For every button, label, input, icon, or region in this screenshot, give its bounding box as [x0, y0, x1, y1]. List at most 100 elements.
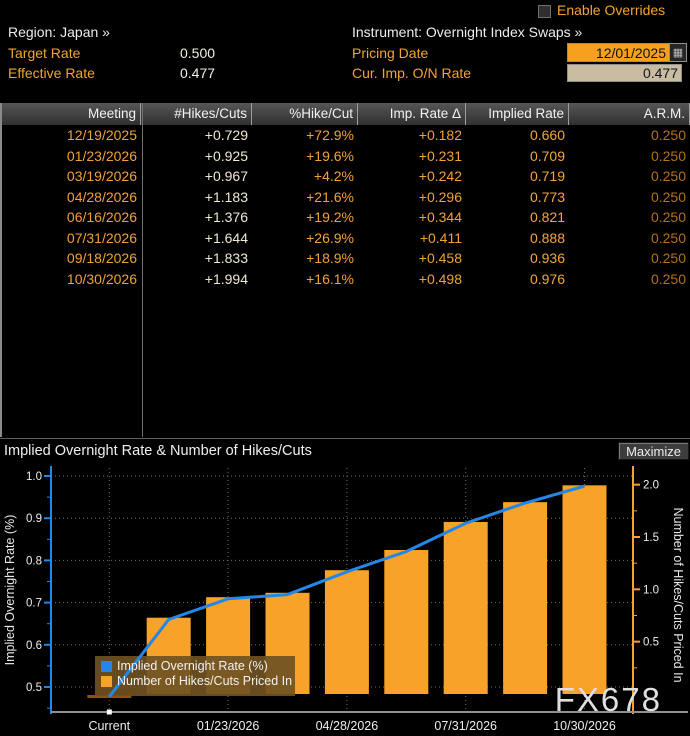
x-axis-label: 07/31/2026 — [434, 719, 497, 733]
table-cell: +1.994 — [204, 270, 248, 287]
left-tick-label: 1.0 — [26, 471, 42, 483]
table-cell: +1.183 — [204, 188, 248, 205]
left-tick-label: 0.6 — [26, 640, 42, 652]
table-cell: 0.976 — [529, 270, 565, 287]
meetings-table: Meeting #Hikes/Cuts %Hike/Cut Imp. Rate Δ Im… — [0, 103, 690, 437]
bar — [384, 549, 429, 694]
table-cell: 10/30/2026 — [66, 270, 137, 287]
table-cell: 0.719 — [529, 168, 565, 184]
implied-rate-line — [108, 484, 585, 698]
table-cell: +19.6% — [306, 147, 354, 164]
chart-titlebar: Implied Overnight Rate & Number of Hikes… — [0, 438, 690, 462]
table-cell: 0.709 — [529, 147, 565, 164]
table-cell: +0.296 — [418, 188, 462, 205]
left-axis-title: Implied Overnight Rate (%) — [3, 515, 17, 666]
current-axis-marker — [106, 709, 112, 715]
left-tick-label: 0.5 — [26, 682, 42, 694]
table-cell: +1.644 — [204, 229, 248, 246]
table-header-cell: Meeting — [2, 103, 141, 125]
table-cell: +18.9% — [306, 250, 354, 266]
table-cell: 0.936 — [529, 250, 565, 266]
table-cell: 0.250 — [650, 229, 686, 246]
table-cell: 0.773 — [529, 188, 565, 205]
table-cell: +0.344 — [418, 209, 462, 225]
table-cell: +0.411 — [419, 229, 462, 246]
table-cell: 07/31/2026 — [66, 229, 137, 246]
table-header-cell: #Hikes/Cuts — [141, 103, 252, 125]
table-cell: 0.250 — [650, 168, 686, 184]
pricing-date-field-group: ▦ — [567, 43, 687, 62]
calendar-icon: ▦ — [672, 46, 684, 59]
target-rate-label: Target Rate — [8, 45, 81, 61]
right-tick-label: 1.0 — [643, 584, 659, 596]
x-axis-label: 04/28/2026 — [316, 719, 379, 733]
left-tick-label: 0.9 — [26, 513, 42, 525]
table-cell: 0.660 — [529, 127, 565, 143]
enable-overrides-checkbox[interactable] — [538, 5, 551, 18]
chart-canvas: Implied Overnight Rate (%) Number of Hike… — [3, 466, 688, 733]
calendar-button[interactable]: ▦ — [669, 44, 686, 61]
table-cell: +0.458 — [418, 250, 462, 266]
table-cell: 0.250 — [650, 147, 686, 164]
maximize-button[interactable]: Maximize — [618, 442, 689, 460]
legend-swatch — [101, 661, 112, 672]
bar — [503, 502, 548, 694]
table-cell: 0.250 — [650, 250, 686, 266]
instrument-link[interactable]: Instrument: Overnight Index Swaps » — [352, 24, 583, 40]
table-cell: +0.967 — [204, 168, 248, 184]
pricing-date-input[interactable] — [568, 44, 669, 61]
legend-box — [95, 656, 295, 696]
table-cell: +72.9% — [306, 127, 354, 143]
table-cell: 01/23/2026 — [66, 147, 137, 164]
table-header-cell: A.R.M. — [569, 103, 690, 125]
table-row[interactable]: 07/31/2026 +1.644 +26.9% +0.411 0.888 0.250 — [2, 228, 690, 249]
table-cell: 0.888 — [529, 229, 565, 246]
table-row[interactable]: 06/16/2026 +1.376 +19.2% +0.344 0.821 0.250 — [2, 207, 690, 228]
table-header-cell: Imp. Rate Δ — [358, 103, 466, 125]
enable-overrides-label: Enable Overrides — [557, 2, 666, 18]
table-row[interactable]: 03/19/2026 +0.967 +4.2% +0.242 0.719 0.250 — [2, 166, 690, 187]
table-body: 12/19/2025 +0.729 +72.9% +0.182 0.660 0.250 01… — [2, 125, 690, 289]
right-tick-label: 2.0 — [643, 480, 659, 492]
table-cell: 03/19/2026 — [66, 168, 137, 184]
table-cell: 09/18/2026 — [66, 250, 137, 266]
watermark: FX678 — [555, 681, 662, 718]
table-cell: 0.821 — [529, 209, 565, 225]
table-cell: 0.250 — [650, 188, 686, 205]
region-link[interactable]: Region: Japan » — [8, 24, 110, 40]
table-cell: 04/28/2026 — [66, 188, 137, 205]
table-row[interactable]: 12/19/2025 +0.729 +72.9% +0.182 0.660 0.250 — [2, 125, 690, 146]
table-row[interactable]: 09/18/2026 +1.833 +18.9% +0.458 0.936 0.250 — [2, 248, 690, 269]
target-rate-value: 0.500 — [180, 45, 216, 61]
x-axis-label: Current — [88, 719, 130, 733]
table-cell: 0.250 — [650, 127, 686, 143]
table-cell: +19.2% — [306, 209, 354, 225]
right-axis-title: Number of Hikes/Cuts Priced In — [671, 507, 685, 682]
legend-label: Implied Overnight Rate (%) — [117, 659, 268, 673]
table-cell: +26.9% — [306, 229, 354, 246]
left-tick-label: 0.8 — [26, 555, 42, 567]
table-cell: 12/19/2025 — [66, 127, 137, 143]
table-cell: +4.2% — [313, 168, 354, 184]
table-row[interactable]: 04/28/2026 +1.183 +21.6% +0.296 0.773 0.250 — [2, 187, 690, 208]
effective-rate-label: Effective Rate — [8, 65, 95, 81]
table-header-cell: %Hike/Cut — [252, 103, 358, 125]
table-cell: +0.182 — [418, 127, 462, 143]
right-tick-label: 1.5 — [643, 532, 659, 544]
meeting-column-separator — [142, 103, 143, 437]
table-cell: +21.6% — [306, 188, 354, 205]
table-row[interactable]: 10/30/2026 +1.994 +16.1% +0.498 0.976 0.250 — [2, 269, 690, 290]
table-cell: +0.231 — [418, 147, 462, 164]
table-cell: 06/16/2026 — [66, 209, 137, 225]
table-cell: +0.242 — [418, 168, 462, 184]
chart-title: Implied Overnight Rate & Number of Hikes… — [4, 443, 312, 459]
table-row[interactable]: 01/23/2026 +0.925 +19.6% +0.231 0.709 0.250 — [2, 146, 690, 167]
table-header-cell: Implied Rate — [466, 103, 569, 125]
bar — [443, 521, 488, 694]
x-axis-label: 01/23/2026 — [197, 719, 260, 733]
x-axis-label: 10/30/2026 — [553, 719, 616, 733]
effective-rate-value: 0.477 — [180, 65, 216, 81]
bar — [324, 570, 369, 694]
cur-imp-on-rate-field[interactable]: 0.477 — [567, 64, 682, 82]
cur-imp-on-rate-label: Cur. Imp. O/N Rate — [352, 65, 472, 81]
